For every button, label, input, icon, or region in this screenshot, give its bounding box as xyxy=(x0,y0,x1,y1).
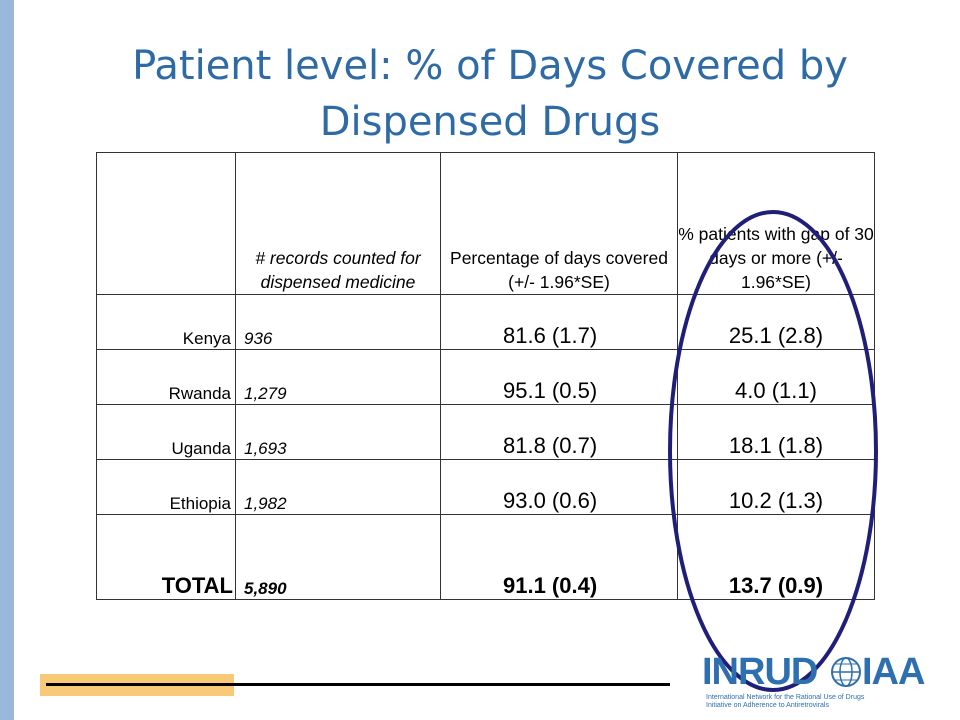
cell-pct-days-covered: 81.8 (0.7) xyxy=(440,404,678,460)
cell-total-pct-days-covered: 91.1 (0.4) xyxy=(440,514,678,600)
left-accent-bar xyxy=(0,0,14,720)
header-records: # records counted for dispensed medicine xyxy=(235,152,441,295)
header-country xyxy=(96,152,236,295)
cell-pct-days-covered: 81.6 (1.7) xyxy=(440,294,678,350)
results-table: # records counted for dispensed medicine… xyxy=(96,152,875,600)
logo-subtitle: International Network for the Rational U… xyxy=(706,694,864,710)
logo-word-right: IAA xyxy=(862,651,925,693)
cell-country: Uganda xyxy=(96,404,236,460)
table-row: Uganda 1,693 81.8 (0.7) 18.1 (1.8) xyxy=(96,404,875,460)
cell-pct-days-covered: 93.0 (0.6) xyxy=(440,459,678,515)
table-row: Kenya 936 81.6 (1.7) 25.1 (2.8) xyxy=(96,294,875,350)
logo-subtitle-line2: Initiative on Adherence to Antiretrovira… xyxy=(706,702,829,709)
cell-total-pct-gap-30: 13.7 (0.9) xyxy=(677,514,875,600)
header-pct-days-covered: Percentage of days covered (+/- 1.96*SE) xyxy=(440,152,678,295)
table-header-row: # records counted for dispensed medicine… xyxy=(96,152,875,295)
cell-country: Ethiopia xyxy=(96,459,236,515)
globe-icon xyxy=(831,657,861,687)
cell-records: 1,279 xyxy=(235,349,441,405)
cell-pct-gap-30: 10.2 (1.3) xyxy=(677,459,875,515)
cell-records: 936 xyxy=(235,294,441,350)
slide-title: Patient level: % of Days Covered by Disp… xyxy=(60,38,920,150)
cell-total-label: TOTAL xyxy=(96,514,236,600)
cell-pct-days-covered: 95.1 (0.5) xyxy=(440,349,678,405)
inrud-iaa-logo: INRUD IAA International Network for the … xyxy=(702,650,938,716)
slide-title-line1: Patient level: % of Days Covered by xyxy=(132,43,848,89)
table-row: Rwanda 1,279 95.1 (0.5) 4.0 (1.1) xyxy=(96,349,875,405)
cell-country: Kenya xyxy=(96,294,236,350)
cell-records: 1,982 xyxy=(235,459,441,515)
footer-rule xyxy=(46,683,670,686)
table-row: Ethiopia 1,982 93.0 (0.6) 10.2 (1.3) xyxy=(96,459,875,515)
cell-pct-gap-30: 18.1 (1.8) xyxy=(677,404,875,460)
logo-word-left: INRUD xyxy=(702,651,818,693)
cell-total-records: 5,890 xyxy=(235,514,441,600)
header-pct-gap-30: % patients with gap of 30 days or more (… xyxy=(677,152,875,295)
logo-subtitle-line1: International Network for the Rational U… xyxy=(706,694,865,701)
cell-pct-gap-30: 4.0 (1.1) xyxy=(677,349,875,405)
cell-country: Rwanda xyxy=(96,349,236,405)
slide-title-line2: Dispensed Drugs xyxy=(319,99,661,145)
cell-pct-gap-30: 25.1 (2.8) xyxy=(677,294,875,350)
table-total-row: TOTAL 5,890 91.1 (0.4) 13.7 (0.9) xyxy=(96,514,875,600)
cell-records: 1,693 xyxy=(235,404,441,460)
